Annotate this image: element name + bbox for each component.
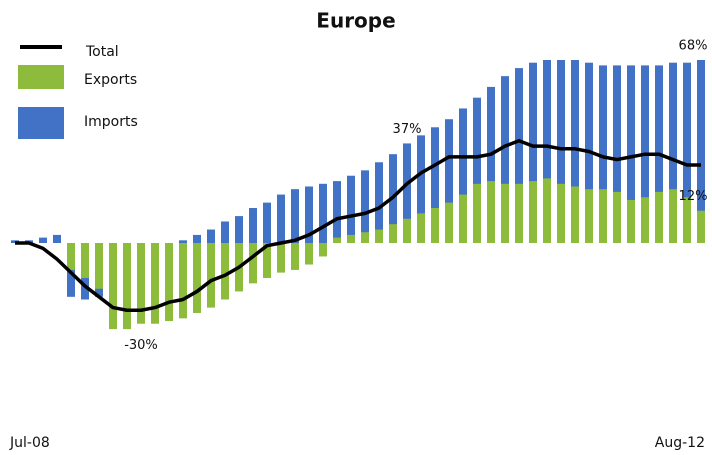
bar [655,191,663,243]
bar [389,224,397,243]
bar [151,243,159,324]
bar [459,194,467,243]
bar [319,183,327,243]
bar [585,189,593,243]
total-line [15,138,701,313]
x-tick-label: Jul-08 [9,435,50,451]
data-label: 37% [393,122,422,137]
bar [487,181,495,243]
bar [445,202,453,243]
bar [669,62,677,243]
bar [697,210,705,243]
bar [683,62,691,243]
bar [347,175,355,243]
bar [81,243,89,278]
bar [179,243,187,319]
bar [627,65,635,243]
bar [53,234,61,243]
bar [375,229,383,243]
bar [613,191,621,243]
bar [641,197,649,243]
bar [235,216,243,243]
bar [165,243,173,322]
data-label: 12% [679,189,708,204]
bar [557,183,565,243]
bar [249,243,257,284]
bar [361,232,369,243]
bar [333,181,341,243]
bar [599,65,607,243]
bar [529,62,537,243]
bar [193,243,201,313]
bar [543,60,551,243]
bar [319,243,327,257]
bar [487,86,495,243]
bar [473,183,481,243]
bar [67,243,75,270]
legend-label: Total [85,44,119,60]
data-label: 68% [679,39,708,54]
bar [137,243,145,324]
bar [473,97,481,243]
bar [417,213,425,243]
bar [417,135,425,243]
bar [277,194,285,243]
bar [557,60,565,243]
bar [697,60,705,243]
data-label: -30% [124,338,158,353]
bar [571,186,579,243]
bar [207,229,215,243]
legend-label: Imports [84,114,138,130]
bar [459,108,467,243]
bar [333,237,341,243]
bar [501,183,509,243]
bar [263,202,271,243]
bar [445,119,453,243]
bar [599,189,607,243]
x-tick-label: Aug-12 [655,435,705,451]
bar [305,243,313,265]
bar [543,178,551,243]
bar [263,243,271,278]
bar [305,186,313,243]
bar [221,221,229,243]
bar [95,243,103,289]
bar [221,243,229,300]
legend-swatch [18,65,64,89]
bar [515,183,523,243]
bar [347,234,355,243]
bar [361,170,369,243]
bar [431,127,439,243]
bar [669,189,677,243]
bar [403,218,411,243]
bar [39,237,47,243]
chart-title: Europe [316,9,395,33]
bar [627,199,635,243]
bar [683,197,691,243]
bar [109,243,117,330]
bar [123,243,131,330]
bar [529,181,537,243]
bar [291,189,299,243]
bar [193,234,201,243]
bar [179,240,187,243]
bar [375,162,383,243]
bar [207,243,215,308]
bar [613,65,621,243]
bar [501,76,509,243]
bar [431,208,439,243]
legend-swatch [18,107,64,139]
bar [571,60,579,243]
bar [291,243,299,270]
bar [403,143,411,243]
bar [515,68,523,243]
bar [249,208,257,243]
bar [277,243,285,273]
legend-label: Exports [84,72,137,88]
